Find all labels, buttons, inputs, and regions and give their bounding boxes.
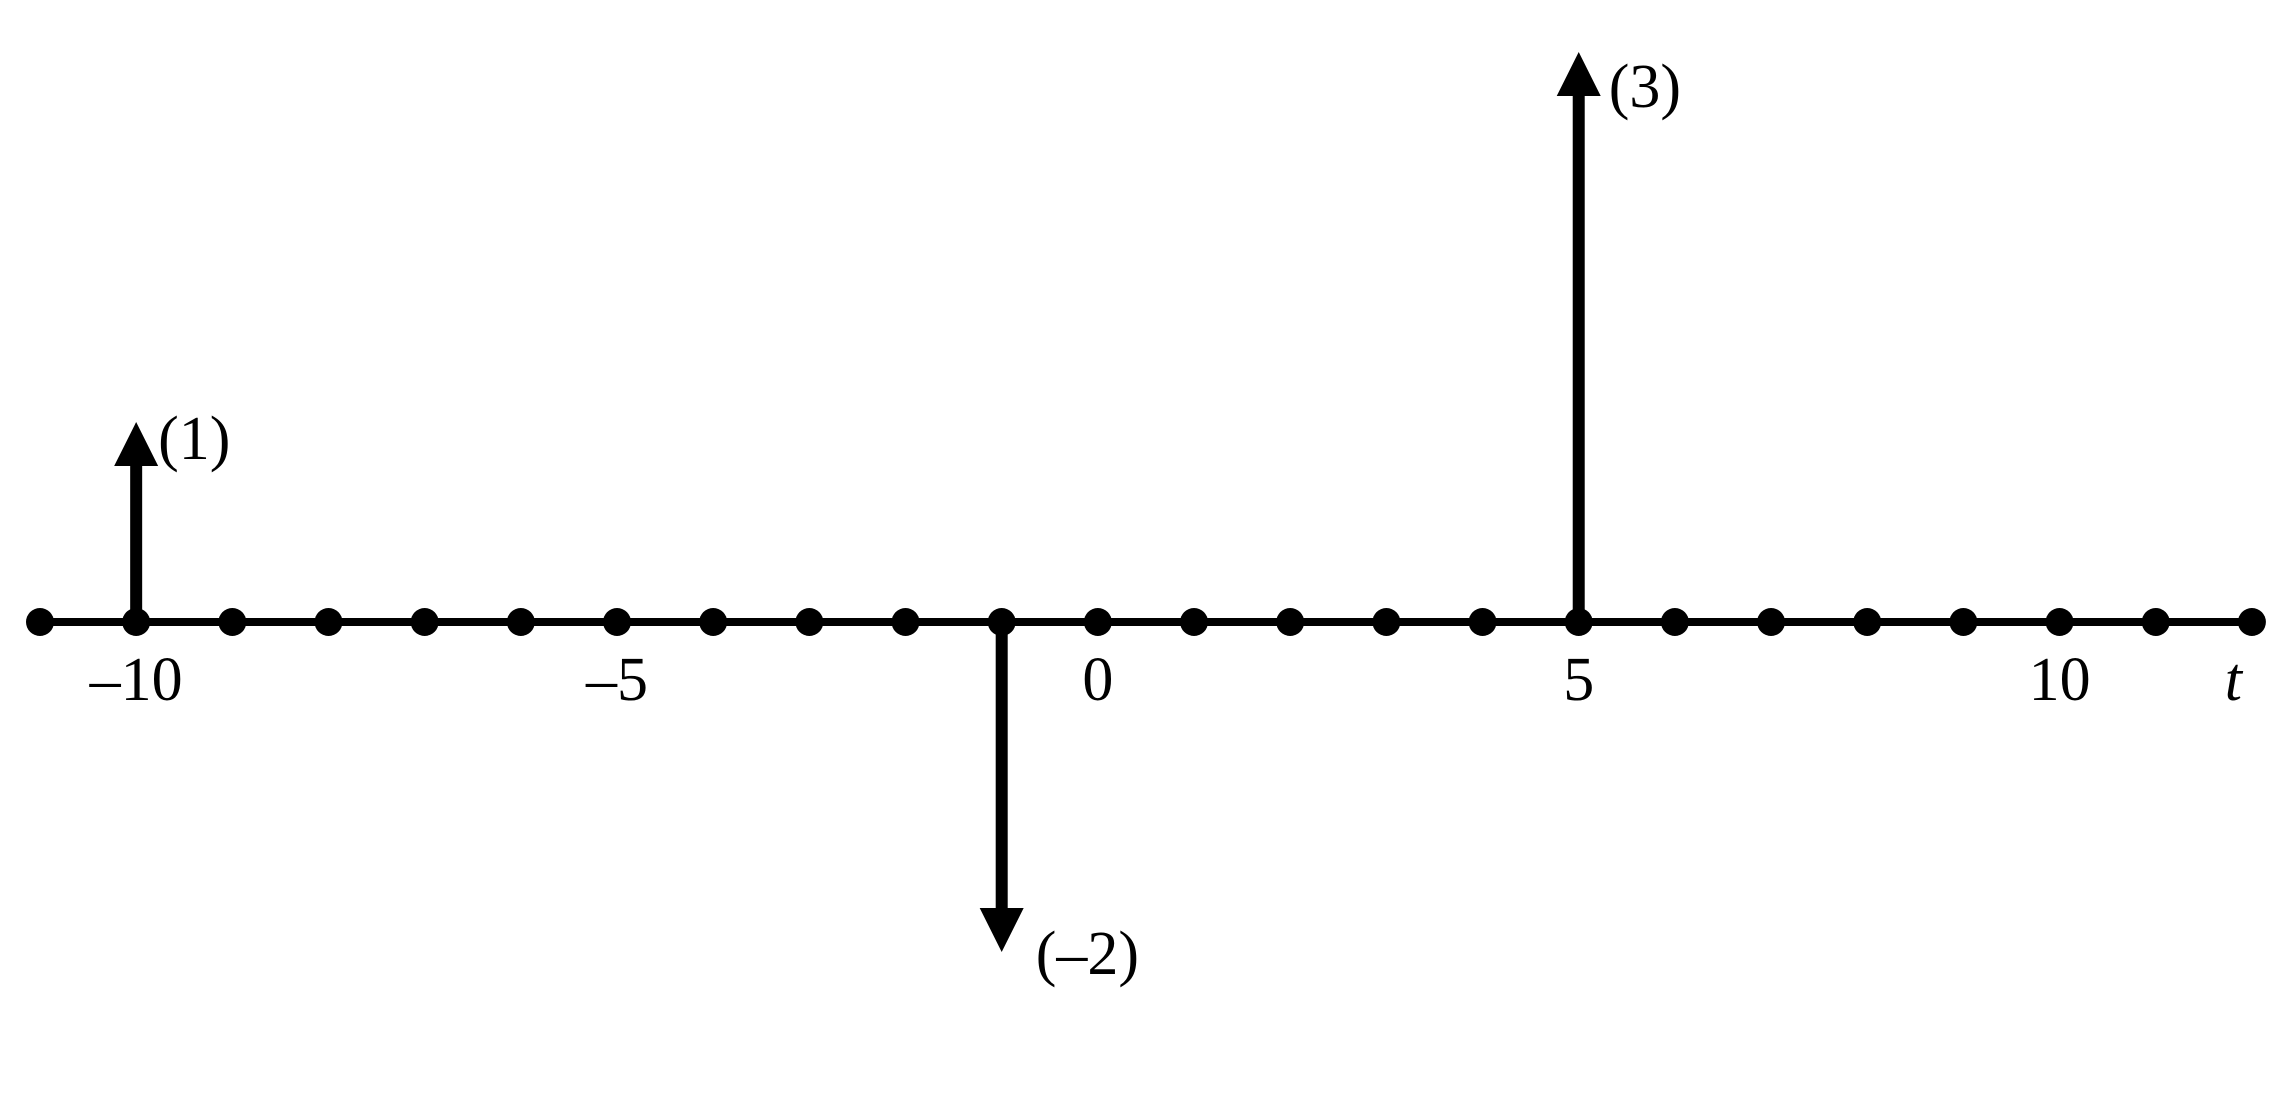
impulse: (1) (114, 405, 230, 622)
axis-tick-dot (26, 608, 54, 636)
impulse-weight-label: (3) (1609, 53, 1681, 121)
arrowhead-icon (980, 908, 1024, 952)
axis-tick-label: 10 (2029, 646, 2091, 714)
impulse-diagram: –10 –5 0 5 10 t (1) (–2) (3) (0, 0, 2292, 1111)
axis-tick-dot (507, 608, 535, 636)
axis-tick-dot (1853, 608, 1881, 636)
impulse-weight-label: (1) (158, 405, 230, 473)
arrowhead-icon (1557, 52, 1601, 96)
impulse: (3) (1557, 52, 1681, 622)
axis-tick-dot (411, 608, 439, 636)
axis-tick-label: 0 (1082, 646, 1113, 714)
axis-tick-dot (1084, 608, 1112, 636)
axis-tick-dot (2142, 608, 2170, 636)
axis-tick-dot (603, 608, 631, 636)
axis-tick-dot (1469, 608, 1497, 636)
axis-tick-dot (2238, 608, 2266, 636)
axis-tick-dot (218, 608, 246, 636)
axis-tick-dot (1372, 608, 1400, 636)
axis-tick-dot (1180, 608, 1208, 636)
impulse: (–2) (980, 622, 1139, 988)
axis-variable-label: t (2225, 646, 2244, 714)
axis-tick-dot (795, 608, 823, 636)
axis-tick-dot (2046, 608, 2074, 636)
axis-tick-dot (1661, 608, 1689, 636)
axis-tick-dot (892, 608, 920, 636)
impulse-weight-label: (–2) (1036, 920, 1139, 988)
axis-tick-dot (315, 608, 343, 636)
axis-tick-label: –5 (585, 646, 648, 714)
axis-tick-dot (699, 608, 727, 636)
axis-tick-dot (1949, 608, 1977, 636)
axis-tick-label: –10 (89, 646, 183, 714)
arrowhead-icon (114, 422, 158, 466)
axis-tick-label: 5 (1563, 646, 1594, 714)
axis-tick-dot (1757, 608, 1785, 636)
axis-tick-dot (1276, 608, 1304, 636)
